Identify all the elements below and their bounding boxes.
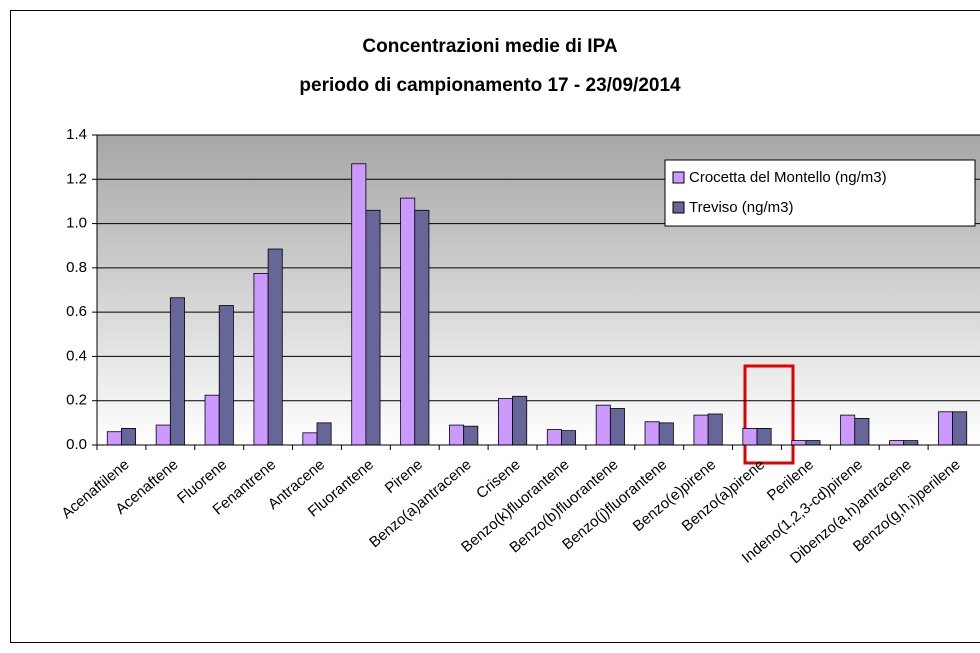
y-tick-label: 0.4: [66, 347, 87, 364]
bar: [512, 395, 528, 446]
y-tick-label: 0.6: [66, 303, 87, 320]
y-tick-label: 0.2: [66, 392, 87, 409]
bar: [400, 197, 416, 446]
bar: [693, 414, 709, 446]
bar: [952, 411, 968, 446]
y-tick-label: 0.8: [66, 259, 87, 276]
bar: [218, 305, 234, 446]
bar: [595, 404, 611, 446]
y-tick-label: 1.0: [66, 215, 87, 232]
y-tick-label: 1.2: [66, 170, 87, 187]
bar: [609, 408, 625, 446]
bar: [644, 421, 660, 446]
bar: [121, 427, 137, 446]
bar: [497, 398, 513, 446]
highlight-box: [743, 364, 795, 465]
bar: [889, 440, 905, 446]
legend-box: [664, 159, 976, 227]
bar: [106, 431, 122, 446]
bar: [351, 163, 367, 446]
bar: [267, 248, 283, 446]
bar: [449, 424, 465, 446]
bar: [204, 394, 220, 446]
legend-label: Treviso (ng/m3): [689, 199, 793, 216]
bar: [805, 440, 821, 446]
legend-swatch: [672, 201, 685, 214]
y-tick-label: 0.0: [66, 436, 87, 453]
chart-title: periodo di campionamento 17 - 23/09/2014: [299, 75, 681, 96]
bar: [546, 429, 562, 446]
bar: [840, 414, 856, 446]
bar: [169, 297, 185, 446]
bar: [658, 422, 674, 446]
legend-swatch: [672, 171, 685, 184]
bar: [414, 209, 430, 446]
legend-label: Crocetta del Montello (ng/m3): [689, 169, 887, 186]
chart-title: Concentrazioni medie di IPA: [362, 36, 617, 57]
y-tick-label: 1.4: [66, 126, 87, 143]
bar: [903, 440, 919, 446]
bar: [756, 427, 772, 446]
bar: [155, 424, 171, 446]
bar: [707, 413, 723, 446]
bar: [791, 440, 807, 446]
bar: [561, 430, 577, 446]
bar: [742, 427, 758, 446]
bar: [937, 411, 953, 446]
bar: [854, 418, 870, 446]
bar: [463, 425, 479, 446]
bar: [253, 272, 269, 446]
bar: [302, 432, 318, 446]
bar: [365, 209, 381, 446]
bar: [316, 422, 332, 446]
